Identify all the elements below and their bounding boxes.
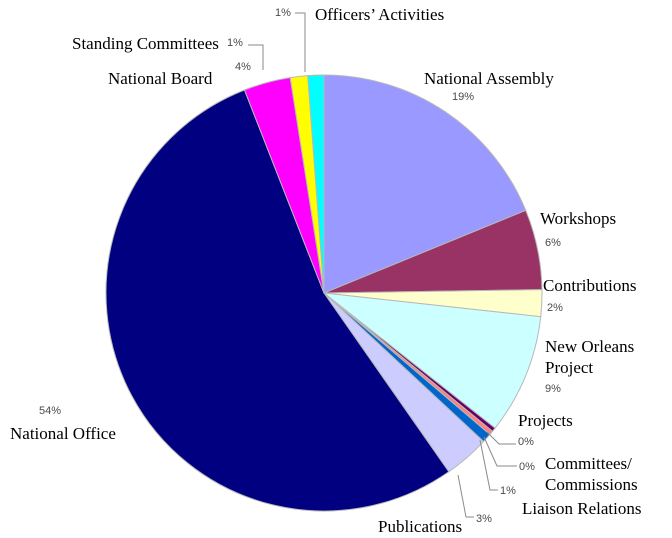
category-label-new-orleans-project-line-2: Project [545, 358, 593, 377]
percent-label-committees-commissions: 0% [519, 461, 535, 473]
category-label-committees-commissions-line-1: Committees/ [545, 454, 632, 473]
percent-label-new-orleans-project: 9% [545, 383, 561, 395]
pie-slice-national-office [105, 89, 450, 512]
category-label-contributions: Contributions [543, 276, 637, 295]
percent-label-officers-activities: 1% [275, 7, 291, 19]
percent-label-liaison-relations: 1% [500, 485, 516, 497]
pie-slice-national-assembly [323, 74, 527, 294]
percent-label-workshops: 6% [545, 237, 561, 249]
category-label-publications: Publications [378, 517, 462, 536]
percent-label-national-board: 4% [235, 61, 251, 73]
percent-label-contributions: 2% [547, 302, 563, 314]
percent-label-projects: 0% [518, 436, 534, 448]
category-label-officers-activities: Officers’ Activities [315, 5, 444, 24]
leader-line-projects [486, 431, 516, 445]
pie-slice-new-orleans-project [322, 292, 542, 429]
leader-lines [248, 12, 517, 518]
category-label-committees-commissions-line-2: Commissions [545, 475, 638, 494]
leader-line-standing-committees [248, 44, 264, 70]
leader-line-publications [457, 474, 474, 518]
leader-line-liaison-relations [479, 439, 498, 491]
slice-labels: National Assembly 19% Workshops 6% Contribut… [10, 5, 641, 536]
leader-line-officers-activities [295, 12, 306, 72]
category-label-workshops: Workshops [540, 209, 616, 228]
pie-slices [105, 74, 543, 512]
percent-label-publications: 3% [476, 513, 492, 525]
percent-label-standing-committees: 1% [227, 37, 243, 49]
category-label-national-assembly: National Assembly [424, 69, 554, 88]
category-label-standing-committees: Standing Committees [72, 34, 219, 53]
pie-slice-officers-activities [307, 74, 325, 294]
percent-label-national-assembly: 19% [452, 91, 474, 103]
category-label-national-board: National Board [108, 69, 213, 88]
category-label-national-office: National Office [10, 424, 116, 443]
category-label-projects: Projects [518, 411, 573, 430]
category-label-new-orleans-project-line-1: New Orleans [545, 337, 634, 356]
percent-label-national-office: 54% [39, 405, 61, 417]
category-label-liaison-relations: Liaison Relations [522, 499, 641, 518]
leader-line-committees-commissions [483, 436, 517, 467]
